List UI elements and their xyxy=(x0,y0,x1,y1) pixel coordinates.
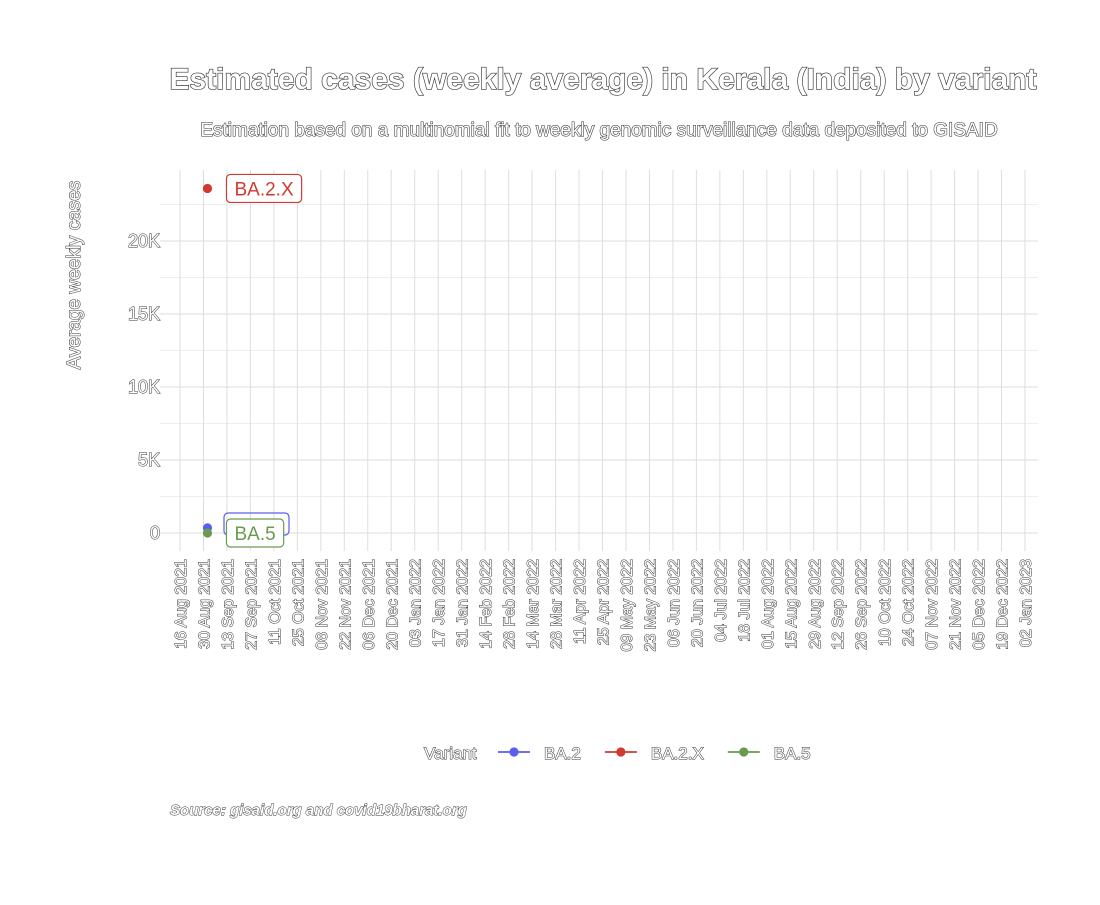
x-tick-label: 25 Oct 2021 xyxy=(290,559,307,646)
x-tick-label: 10 Oct 2022 xyxy=(877,559,894,646)
point-label-box xyxy=(225,173,303,204)
chart-subtitle: Estimation based on a multinomial fit to… xyxy=(200,120,997,141)
x-tick-label: 30 Aug 2021 xyxy=(196,559,213,649)
legend: Variant BA.2 BA.2.X BA.5 xyxy=(424,744,812,764)
y-tick-label: 15K xyxy=(128,304,160,324)
x-tick-label: 22 Nov 2021 xyxy=(337,559,354,650)
x-tick-label: 31 Jan 2022 xyxy=(455,559,472,647)
x-tick-label: 12 Sep 2022 xyxy=(830,559,847,650)
x-axis-ticks: 16 Aug 2021 30 Aug 2021 13 Sep 2021 27 Sep … xyxy=(173,558,1036,652)
x-tick-label: 11 Apr 2022 xyxy=(572,559,589,644)
x-tick-label: 08 Nov 2021 xyxy=(314,559,331,650)
x-tick-label: 03 Jan 2022 xyxy=(408,559,425,647)
y-tick-label: 10K xyxy=(128,377,160,397)
x-tick-label: 28 Feb 2022 xyxy=(502,559,519,649)
legend-key-point xyxy=(509,747,519,757)
y-axis-ticks: 0 5K 10K 15K 20K xyxy=(127,231,160,544)
chart-title: Estimated cases (weekly average) in Kera… xyxy=(169,63,1036,96)
grid xyxy=(160,170,1038,551)
x-tick-label: 20 Jun 2022 xyxy=(689,559,706,647)
legend-label: BA.2.X xyxy=(651,744,704,763)
legend-title: Variant xyxy=(424,744,477,763)
x-tick-label: 21 Nov 2022 xyxy=(948,559,965,650)
x-tick-label: 07 Nov 2022 xyxy=(924,559,941,650)
x-tick-label: 25 Apr 2022 xyxy=(596,559,613,645)
data-points xyxy=(202,183,213,538)
x-tick-label: 15 Aug 2022 xyxy=(783,559,800,649)
legend-label: BA.2 xyxy=(544,744,581,763)
legend-label: BA.5 xyxy=(774,744,811,763)
x-tick-label: 24 Oct 2022 xyxy=(901,559,918,646)
x-tick-label: 01 Aug 2022 xyxy=(760,559,777,649)
legend-key-point xyxy=(739,747,749,757)
x-tick-label: 14 Feb 2022 xyxy=(478,559,495,649)
x-tick-label: 05 Dec 2022 xyxy=(971,559,988,650)
x-tick-label: 19 Dec 2022 xyxy=(995,559,1012,650)
x-tick-label: 06 Dec 2021 xyxy=(361,559,378,650)
x-tick-label: 11 Oct 2021 xyxy=(267,559,284,645)
x-tick-label: 16 Aug 2021 xyxy=(173,559,190,649)
x-tick-label: 09 May 2022 xyxy=(619,559,636,652)
x-tick-label: 14 Mar 2022 xyxy=(525,559,542,649)
data-point-ba-5 xyxy=(202,528,213,538)
x-tick-label: 06 Jun 2022 xyxy=(666,559,683,647)
y-tick-label: 0 xyxy=(150,523,160,543)
x-tick-label: 17 Jan 2022 xyxy=(431,559,448,647)
x-tick-label: 18 Jul 2022 xyxy=(736,559,753,642)
point-label-text: BA.5 xyxy=(234,524,275,545)
x-tick-label: 23 May 2022 xyxy=(642,559,659,652)
y-tick-label: 20K xyxy=(128,231,160,251)
x-tick-label: 02 Jan 2023 xyxy=(1018,559,1035,647)
point-labels: BA.2.X BA.5 xyxy=(223,173,303,548)
x-tick-label: 26 Sep 2022 xyxy=(854,559,871,650)
x-tick-label: 29 Aug 2022 xyxy=(807,559,824,649)
point-label-text: BA.2.X xyxy=(234,179,293,200)
x-tick-label: 27 Sep 2021 xyxy=(243,559,260,650)
x-tick-label: 28 Mar 2022 xyxy=(549,559,566,649)
legend-key-point xyxy=(616,747,626,757)
y-tick-label: 5K xyxy=(138,450,160,470)
data-point-ba-2-x xyxy=(202,183,213,194)
x-tick-label: 20 Dec 2021 xyxy=(384,559,401,650)
point-label-box xyxy=(225,518,285,548)
y-axis-title: Average weekly cases xyxy=(64,181,85,370)
chart-caption: Source: gisaid.org and covid19bharat.org xyxy=(170,802,467,819)
x-tick-label: 13 Sep 2021 xyxy=(220,559,237,650)
x-tick-label: 04 Jul 2022 xyxy=(713,559,730,642)
